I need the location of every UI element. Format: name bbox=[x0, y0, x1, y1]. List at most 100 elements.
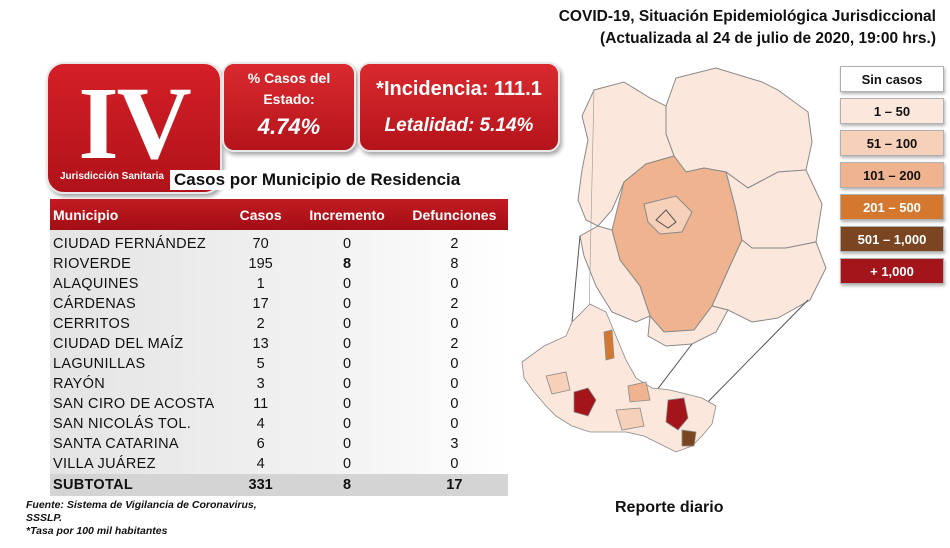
incidence-card: *Incidencia: 111.1 Letalidad: 5.14% bbox=[358, 62, 560, 152]
footnote-line-2: SSSLP. bbox=[26, 512, 62, 524]
cell-municipio: SAN NICOLÁS TOL. bbox=[53, 416, 192, 432]
legend-item: 101 – 200 bbox=[840, 162, 944, 188]
state-cases-label: % Casos del Estado: bbox=[247, 70, 331, 107]
table-body: CIUDAD FERNÁNDEZ 70 0 2 RIOVERDE 195 8 8 ALAQUIN… bbox=[50, 230, 508, 496]
cell-municipio: VILLA JUÁREZ bbox=[53, 456, 156, 472]
legend-item: 501 – 1,000 bbox=[840, 226, 944, 252]
cell-defunciones: 2 bbox=[450, 296, 459, 312]
cell-incremento: 0 bbox=[343, 236, 352, 252]
header-title: COVID-19, Situación Epidemiológica Juris… bbox=[558, 8, 936, 25]
cell-incremento: 8 bbox=[343, 256, 352, 272]
legend-item: + 1,000 bbox=[840, 258, 944, 284]
jurisdiction-label: Jurisdicción Sanitaria bbox=[60, 171, 164, 182]
cell-casos: 4 bbox=[256, 416, 265, 432]
state-zone-mid-2 bbox=[681, 429, 697, 447]
cell-municipio: CÁRDENAS bbox=[53, 296, 136, 312]
state-zone-red-2 bbox=[665, 397, 689, 431]
jurisdiction-number: IV bbox=[78, 66, 192, 181]
cell-incremento: 0 bbox=[343, 296, 352, 312]
cell-incremento: 0 bbox=[343, 336, 352, 352]
cell-casos: 11 bbox=[253, 396, 269, 412]
cell-incremento: 0 bbox=[343, 416, 352, 432]
table-row: CIUDAD FERNÁNDEZ 70 0 2 bbox=[50, 234, 508, 254]
cell-defunciones: 0 bbox=[450, 376, 459, 392]
jurisdiction-badge: IV Jurisdicción Sanitaria bbox=[46, 62, 222, 194]
state-zone-brown bbox=[603, 329, 615, 361]
table-row: CIUDAD DEL MAÍZ 13 0 2 bbox=[50, 334, 508, 354]
state-zone-mid-1 bbox=[615, 407, 645, 431]
subtotal-label: SUBTOTAL bbox=[53, 477, 133, 493]
header-casos: Casos bbox=[239, 206, 282, 223]
cell-municipio: SAN CIRO DE ACOSTA bbox=[53, 396, 215, 412]
state-cases-value: 4.74% bbox=[257, 114, 321, 139]
cell-municipio: CERRITOS bbox=[53, 316, 131, 332]
table-row: SAN NICOLÁS TOL. 4 0 0 bbox=[50, 414, 508, 434]
cell-defunciones: 8 bbox=[450, 256, 459, 272]
zoomed-region bbox=[577, 67, 827, 347]
cell-casos: 4 bbox=[256, 456, 265, 472]
state-overview bbox=[521, 303, 717, 453]
cell-municipio: ALAQUINES bbox=[53, 276, 139, 292]
map-legend: Sin casos 1 – 50 51 – 100 101 – 200 201 – 50… bbox=[840, 66, 944, 290]
cell-casos: 70 bbox=[252, 236, 269, 252]
state-zone-red-1 bbox=[573, 387, 597, 417]
subtotal-defunciones: 17 bbox=[446, 477, 463, 493]
header-incremento: Incremento bbox=[309, 206, 385, 223]
table-header: Municipio Casos Incremento Defunciones bbox=[50, 199, 508, 230]
table-row: RIOVERDE 195 8 8 bbox=[50, 254, 508, 274]
cell-municipio: LAGUNILLAS bbox=[53, 356, 146, 372]
cell-defunciones: 3 bbox=[450, 436, 459, 452]
table-row: LAGUNILLAS 5 0 0 bbox=[50, 354, 508, 374]
cell-casos: 6 bbox=[256, 436, 265, 452]
table-title: Casos por Municipio de Residencia bbox=[170, 170, 465, 190]
cell-incremento: 0 bbox=[343, 436, 352, 452]
cell-incremento: 0 bbox=[343, 456, 352, 472]
cell-casos: 195 bbox=[248, 256, 273, 272]
lethality-value: Letalidad: 5.14% bbox=[384, 115, 534, 136]
cell-defunciones: 0 bbox=[450, 416, 459, 432]
map-region-west bbox=[577, 81, 675, 227]
subtotal-incremento: 8 bbox=[343, 477, 352, 493]
legend-item: Sin casos bbox=[840, 66, 944, 92]
table-row: SANTA CATARINA 6 0 3 bbox=[50, 434, 508, 454]
cell-municipio: RIOVERDE bbox=[53, 256, 132, 272]
table-row: SAN CIRO DE ACOSTA 11 0 0 bbox=[50, 394, 508, 414]
map-region-southwest bbox=[579, 225, 651, 323]
jurisdiction-map bbox=[521, 67, 827, 453]
cell-municipio: CIUDAD FERNÁNDEZ bbox=[53, 236, 207, 252]
cell-casos: 1 bbox=[256, 276, 265, 292]
cell-defunciones: 0 bbox=[450, 316, 459, 332]
cell-incremento: 0 bbox=[343, 276, 352, 292]
footnote-line-1: Fuente: Sistema de Vigilancia de Coronav… bbox=[26, 499, 257, 511]
cell-incremento: 0 bbox=[343, 316, 352, 332]
table-row: RAYÓN 3 0 0 bbox=[50, 374, 508, 394]
subtotal-casos: 331 bbox=[248, 477, 273, 493]
header-defunciones: Defunciones bbox=[412, 206, 497, 223]
cell-defunciones: 0 bbox=[450, 356, 459, 372]
cell-defunciones: 0 bbox=[450, 276, 459, 292]
daily-report-label: Reporte diario bbox=[615, 499, 724, 516]
map-region-center-small bbox=[643, 195, 693, 235]
cell-incremento: 0 bbox=[343, 396, 352, 412]
map-region-south bbox=[647, 305, 729, 347]
legend-item: 1 – 50 bbox=[840, 98, 944, 124]
cell-municipio: SANTA CATARINA bbox=[53, 436, 179, 452]
cell-casos: 2 bbox=[256, 316, 265, 332]
map-region-southeast bbox=[711, 239, 827, 323]
legend-item: 51 – 100 bbox=[840, 130, 944, 156]
cell-casos: 3 bbox=[256, 376, 265, 392]
cell-incremento: 0 bbox=[343, 376, 352, 392]
cell-incremento: 0 bbox=[343, 356, 352, 372]
cell-municipio: CIUDAD DEL MAÍZ bbox=[53, 336, 184, 352]
cell-defunciones: 0 bbox=[450, 396, 459, 412]
cell-casos: 5 bbox=[256, 356, 265, 372]
cell-municipio: RAYÓN bbox=[53, 376, 105, 392]
footnote-line-3: *Tasa por 100 mil habitantes bbox=[26, 525, 168, 537]
map-region-north bbox=[665, 67, 813, 189]
table-row: ALAQUINES 1 0 0 bbox=[50, 274, 508, 294]
table-row: CERRITOS 2 0 0 bbox=[50, 314, 508, 334]
subtotal-row: SUBTOTAL 331 8 17 bbox=[50, 474, 508, 496]
report-header: COVID-19, Situación Epidemiológica Juris… bbox=[559, 6, 936, 50]
state-zone-mid-3 bbox=[545, 371, 571, 395]
cell-casos: 17 bbox=[252, 296, 269, 312]
